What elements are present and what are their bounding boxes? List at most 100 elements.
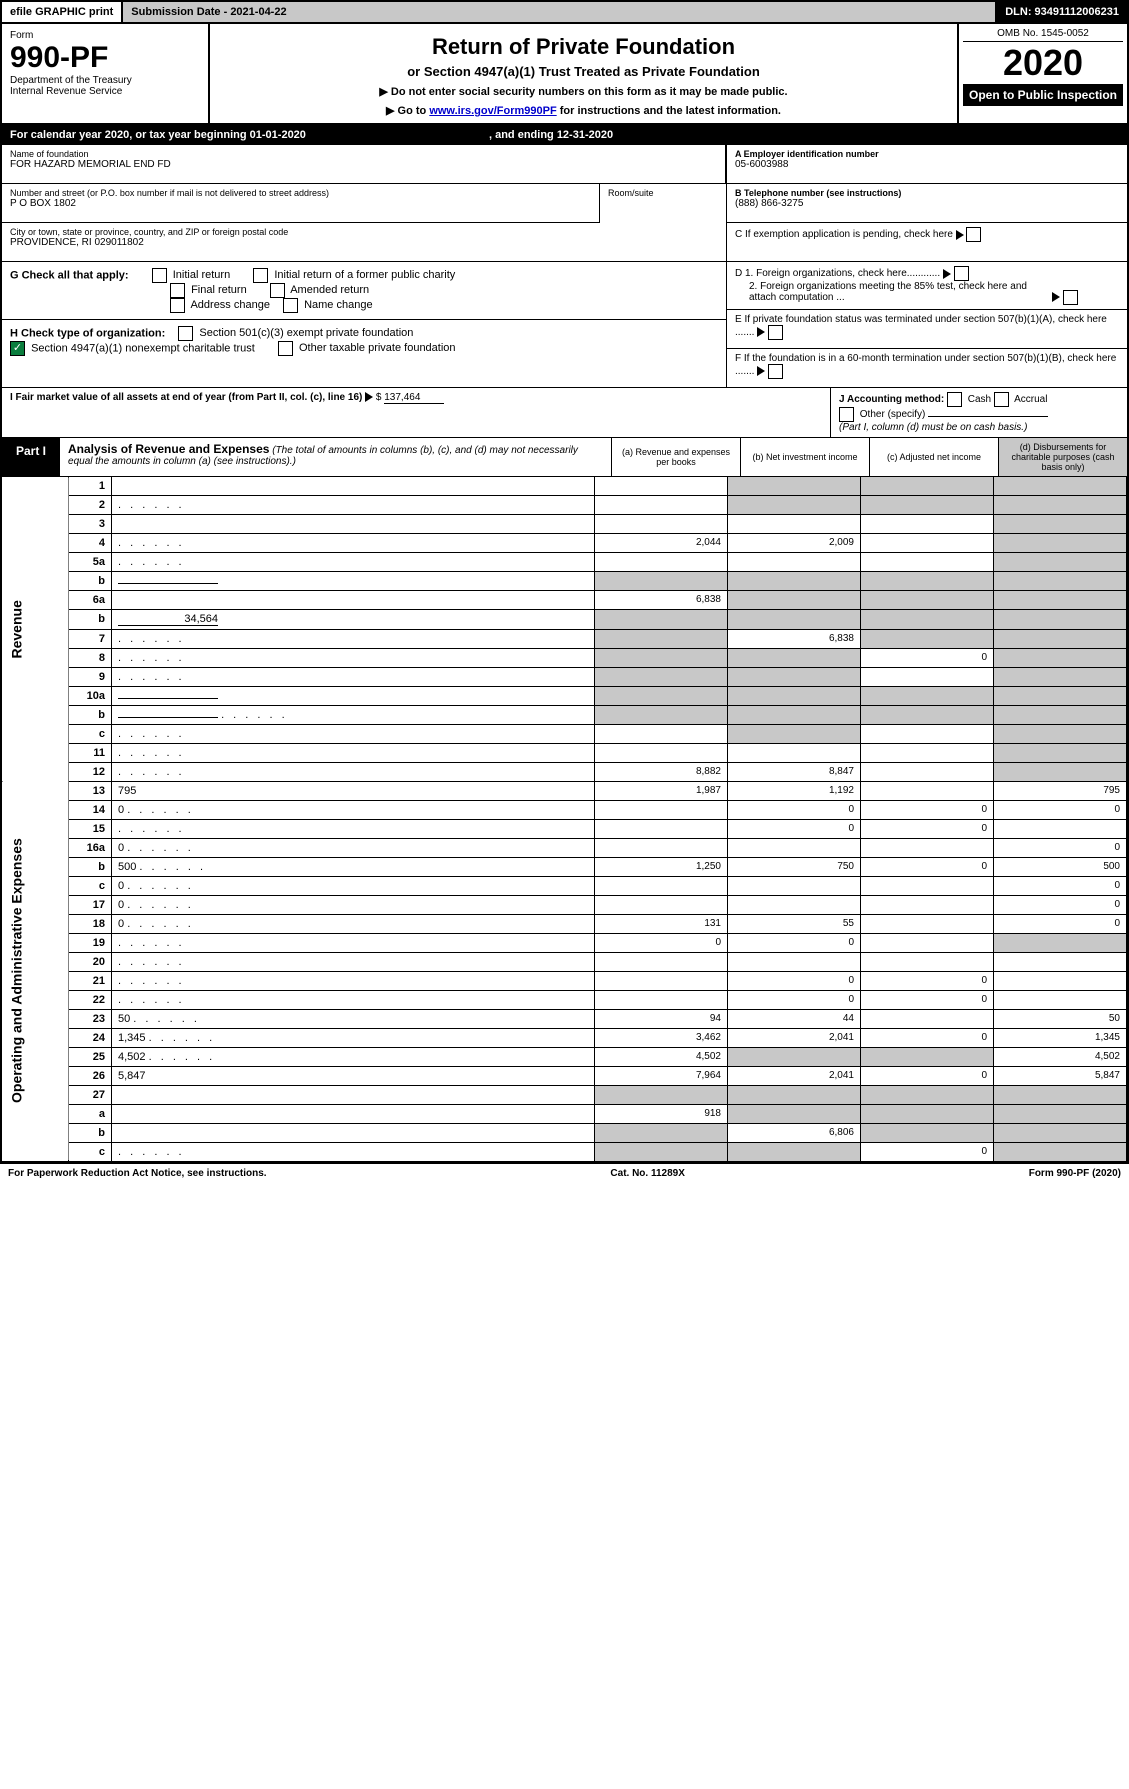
line-number: 10a bbox=[69, 686, 112, 705]
col-d-value bbox=[994, 514, 1127, 533]
col-b-value bbox=[728, 838, 861, 857]
line-description bbox=[112, 477, 595, 496]
line-description: 0 . . . . . . bbox=[112, 914, 595, 933]
initial-return-checkbox[interactable] bbox=[152, 268, 167, 283]
col-a-value bbox=[595, 1123, 728, 1142]
col-a-value: 131 bbox=[595, 914, 728, 933]
col-a-value: 1,987 bbox=[595, 781, 728, 800]
col-a-value: 6,838 bbox=[595, 590, 728, 609]
col-c-value: 0 bbox=[861, 819, 994, 838]
line-number: 19 bbox=[69, 933, 112, 952]
line-description: 0 . . . . . . bbox=[112, 800, 595, 819]
fmv-amount: 137,464 bbox=[384, 392, 444, 404]
col-d-value: 5,847 bbox=[994, 1066, 1127, 1085]
col-a-value bbox=[595, 990, 728, 1009]
col-d-value bbox=[994, 609, 1127, 629]
initial-return-former-checkbox[interactable] bbox=[253, 268, 268, 283]
col-b-value bbox=[728, 743, 861, 762]
4947a1-checkbox[interactable]: ✓ bbox=[10, 341, 25, 356]
col-c-value bbox=[861, 952, 994, 971]
table-row: 10a bbox=[2, 686, 1127, 705]
line-description bbox=[112, 686, 595, 705]
col-b-value bbox=[728, 686, 861, 705]
col-d-value: 1,345 bbox=[994, 1028, 1127, 1047]
ein-label: A Employer identification number bbox=[735, 149, 1119, 159]
col-a-value bbox=[595, 1085, 728, 1104]
col-b-value: 6,806 bbox=[728, 1123, 861, 1142]
instructions-link[interactable]: www.irs.gov/Form990PF bbox=[429, 105, 556, 117]
final-return-checkbox[interactable] bbox=[170, 283, 185, 298]
foreign-org-checkbox[interactable] bbox=[954, 266, 969, 281]
col-a-value bbox=[595, 571, 728, 590]
table-row: 7 . . . . . .6,838 bbox=[2, 629, 1127, 648]
col-d-value: 500 bbox=[994, 857, 1127, 876]
part1-label: Part I bbox=[2, 438, 60, 476]
501c3-checkbox[interactable] bbox=[178, 326, 193, 341]
line-description: . . . . . . bbox=[112, 648, 595, 667]
table-row: a918 bbox=[2, 1104, 1127, 1123]
col-b-value bbox=[728, 590, 861, 609]
col-b-header: (b) Net investment income bbox=[740, 438, 869, 476]
col-b-value: 2,041 bbox=[728, 1028, 861, 1047]
col-b-value: 8,847 bbox=[728, 762, 861, 781]
col-d-value bbox=[994, 1104, 1127, 1123]
col-c-value bbox=[861, 590, 994, 609]
col-c-value: 0 bbox=[861, 990, 994, 1009]
col-c-value: 0 bbox=[861, 1066, 994, 1085]
col-c-value bbox=[861, 1104, 994, 1123]
name-change-checkbox[interactable] bbox=[283, 298, 298, 313]
col-b-value: 44 bbox=[728, 1009, 861, 1028]
address-change-checkbox[interactable] bbox=[170, 298, 185, 313]
section-d2-label: 2. Foreign organizations meeting the 85%… bbox=[749, 281, 1049, 303]
other-method-checkbox[interactable] bbox=[839, 407, 854, 422]
table-row: 12 . . . . . .8,8828,847 bbox=[2, 762, 1127, 781]
col-b-value: 750 bbox=[728, 857, 861, 876]
line-description: 500 . . . . . . bbox=[112, 857, 595, 876]
col-d-value bbox=[994, 533, 1127, 552]
col-d-value bbox=[994, 819, 1127, 838]
col-d-value: 0 bbox=[994, 895, 1127, 914]
room-label: Room/suite bbox=[608, 188, 718, 198]
col-a-value bbox=[595, 1142, 728, 1161]
telephone: (888) 866-3275 bbox=[735, 198, 1119, 209]
col-d-value bbox=[994, 667, 1127, 686]
line-description bbox=[112, 590, 595, 609]
ein: 05-6003988 bbox=[735, 159, 1119, 170]
line-number: 14 bbox=[69, 800, 112, 819]
line-description: . . . . . . bbox=[112, 952, 595, 971]
line-description bbox=[112, 1085, 595, 1104]
accrual-checkbox[interactable] bbox=[994, 392, 1009, 407]
cash-checkbox[interactable] bbox=[947, 392, 962, 407]
line-number: 15 bbox=[69, 819, 112, 838]
line-description bbox=[112, 1104, 595, 1123]
line-description: . . . . . . bbox=[112, 533, 595, 552]
table-row: b6,806 bbox=[2, 1123, 1127, 1142]
col-c-value: 0 bbox=[861, 857, 994, 876]
exemption-pending-checkbox[interactable] bbox=[966, 227, 981, 242]
city-label: City or town, state or province, country… bbox=[10, 227, 718, 237]
line-description: . . . . . . bbox=[112, 724, 595, 743]
table-row: 2350 . . . . . .944450 bbox=[2, 1009, 1127, 1028]
section-side-label: Revenue bbox=[2, 477, 69, 782]
amended-return-checkbox[interactable] bbox=[270, 283, 285, 298]
col-a-value bbox=[595, 629, 728, 648]
line-description: . . . . . . bbox=[112, 629, 595, 648]
col-a-value: 918 bbox=[595, 1104, 728, 1123]
col-a-header: (a) Revenue and expenses per books bbox=[611, 438, 740, 476]
foreign-85-checkbox[interactable] bbox=[1063, 290, 1078, 305]
paperwork-notice: For Paperwork Reduction Act Notice, see … bbox=[8, 1168, 267, 1179]
instr-2: ▶ Go to www.irs.gov/Form990PF for instru… bbox=[218, 104, 949, 117]
col-c-value bbox=[861, 1047, 994, 1066]
col-a-value bbox=[595, 819, 728, 838]
status-terminated-checkbox[interactable] bbox=[768, 325, 783, 340]
col-b-value bbox=[728, 1142, 861, 1161]
60-month-checkbox[interactable] bbox=[768, 364, 783, 379]
col-d-value bbox=[994, 1123, 1127, 1142]
line-description: . . . . . . bbox=[112, 933, 595, 952]
other-taxable-checkbox[interactable] bbox=[278, 341, 293, 356]
col-b-value bbox=[728, 552, 861, 571]
table-row: c . . . . . .0 bbox=[2, 1142, 1127, 1161]
col-a-value bbox=[595, 838, 728, 857]
form-number: 990-PF bbox=[10, 41, 200, 75]
col-c-value bbox=[861, 762, 994, 781]
